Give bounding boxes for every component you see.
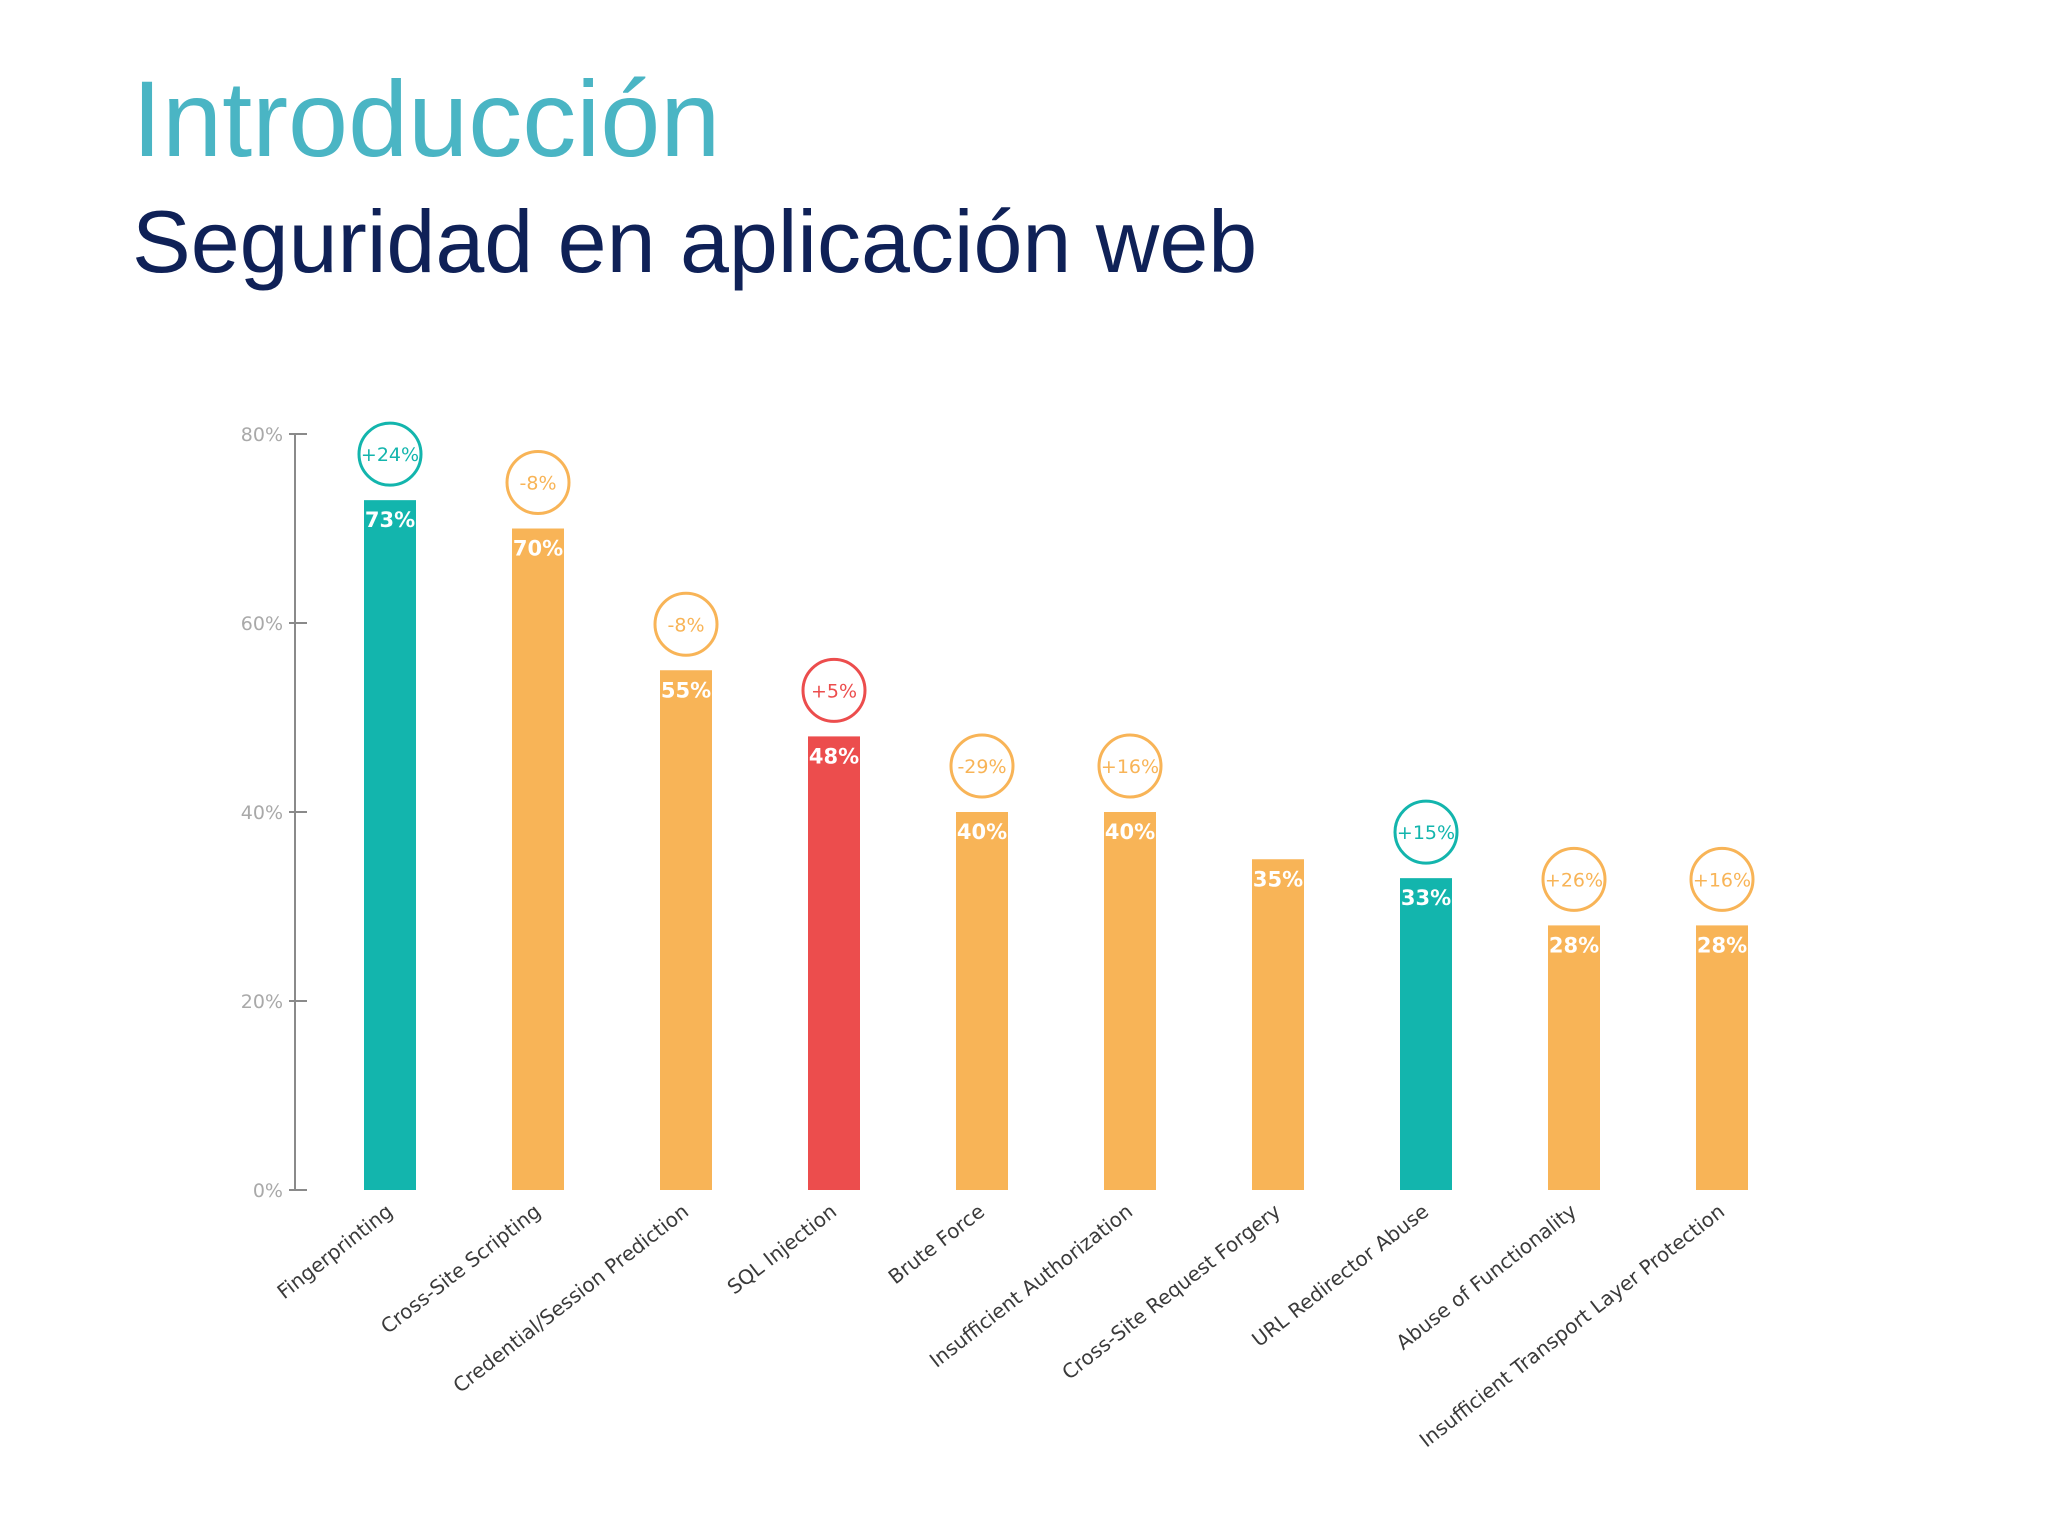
bar-value-label: 55% (661, 678, 711, 702)
bar (364, 500, 416, 1190)
change-badge-label: -8% (668, 614, 705, 636)
change-badge-circle (1097, 733, 1163, 799)
change-badge-label: +15% (1397, 822, 1455, 844)
bar (1548, 925, 1600, 1190)
bar-value-label: 40% (957, 820, 1007, 844)
change-badge-circle (1689, 846, 1755, 912)
change-badge-label: -29% (957, 756, 1006, 778)
bars: 73% +24% 70% -8% 55% -8% 48% +5% 40% -29% 40% +16% 3… (357, 421, 1755, 1190)
x-category-label: Cross-Site Scripting (376, 1199, 545, 1338)
change-badge-circle (505, 450, 571, 515)
bar (808, 736, 860, 1190)
change-badge-circle (653, 591, 719, 657)
y-tick-label: 20% (241, 991, 283, 1013)
bar (956, 812, 1008, 1190)
change-badge-circle (357, 421, 423, 487)
x-category-label: Fingerprinting (272, 1199, 397, 1304)
bar (660, 670, 712, 1190)
bar (1400, 878, 1452, 1190)
bar-value-label: 48% (809, 744, 859, 768)
change-badge-label: -8% (520, 473, 557, 495)
slide-title: Introducción (132, 58, 721, 179)
bar (1696, 925, 1748, 1190)
x-category-label: SQL Injection (723, 1199, 842, 1299)
y-tick-label: 80% (241, 424, 283, 446)
y-axis-ticks: 0% 20% 40% 60% 80% (241, 424, 307, 1202)
bar (512, 528, 564, 1190)
x-category-label: Credential/Session Prediction (448, 1199, 693, 1398)
bar (1104, 812, 1156, 1190)
change-badge-circle (1393, 799, 1459, 865)
y-tick-label: 60% (241, 613, 283, 635)
y-tick-label: 0% (253, 1180, 283, 1202)
bar-value-label: 33% (1401, 886, 1451, 910)
bar-value-label: 28% (1697, 933, 1747, 957)
change-badge-label: +16% (1101, 756, 1159, 778)
bar-value-label: 28% (1549, 933, 1599, 957)
bar-chart-svg: 0% 20% 40% 60% 80% 73% +24% 70% -8% 55% -8% 48% +5%… (241, 421, 1755, 1452)
bar-chart: 0% 20% 40% 60% 80% 73% +24% 70% -8% 55% -8% 48% +5%… (120, 340, 1980, 1530)
y-tick-label: 40% (241, 802, 283, 824)
bar-value-label: 70% (513, 537, 563, 561)
slide-subtitle: Seguridad en aplicación web (132, 192, 1258, 291)
x-category-label: Insufficient Transport Layer Protection (1415, 1199, 1729, 1452)
bar-value-label: 35% (1253, 867, 1303, 891)
change-badge-circle (949, 733, 1015, 799)
change-badge-label: +16% (1693, 869, 1751, 891)
change-badge-label: +26% (1545, 869, 1603, 891)
bar (1252, 859, 1304, 1190)
bar-value-label: 73% (365, 508, 415, 532)
change-badge-circle (1541, 846, 1607, 912)
change-badge-label: +24% (361, 444, 419, 466)
change-badge-circle (801, 657, 867, 723)
change-badge-label: +5% (811, 680, 857, 702)
bar-value-label: 40% (1105, 820, 1155, 844)
x-category-label: Brute Force (883, 1199, 989, 1289)
